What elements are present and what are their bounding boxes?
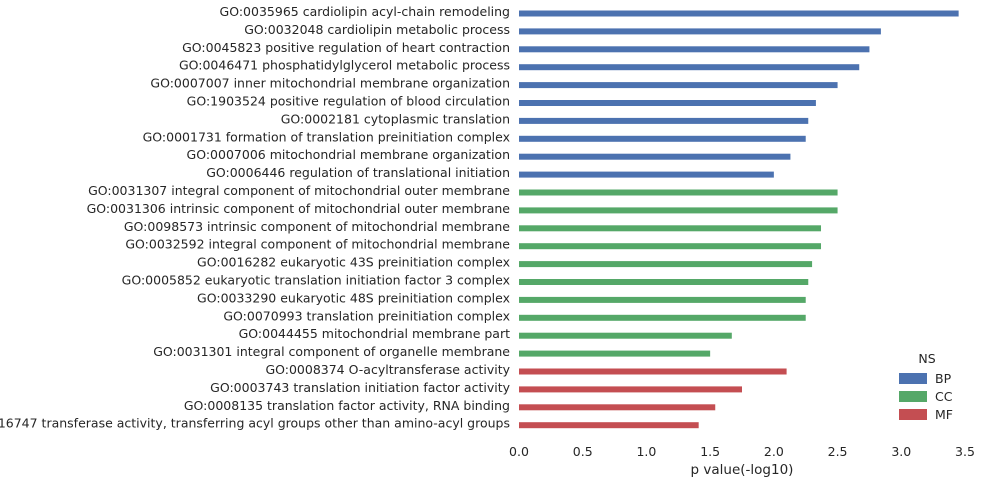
bar-10	[519, 189, 838, 196]
bar-11	[519, 207, 838, 214]
category-label: GO:0046471 phosphatidylglycerol metaboli…	[179, 58, 510, 73]
category-label: GO:0035965 cardiolipin acyl-chain remode…	[220, 4, 510, 19]
category-label: GO:0070993 translation preinitiation com…	[223, 308, 510, 323]
legend-label-bp: BP	[935, 371, 952, 386]
category-label: GO:0001731 formation of translation prei…	[143, 129, 510, 144]
bar-7	[519, 135, 806, 142]
category-label: GO:0007006 mitochondrial membrane organi…	[187, 147, 510, 162]
x-tick-label: 3.0	[891, 444, 911, 459]
bar-21	[519, 386, 742, 393]
x-tick-label: 1.0	[636, 444, 656, 459]
category-label: GO:0032048 cardiolipin metabolic process	[244, 22, 510, 37]
bar-20	[519, 368, 787, 375]
category-label: GO:0008374 O-acyltransferase activity	[265, 362, 510, 377]
category-label: GO:0033290 eukaryotic 48S preinitiation …	[197, 290, 510, 305]
x-tick-label: 2.0	[764, 444, 784, 459]
category-label: GO:0006446 regulation of translational i…	[206, 165, 510, 180]
legend-swatch-bp	[899, 373, 927, 384]
x-tick-label: 1.5	[700, 444, 720, 459]
bar-18	[519, 332, 732, 339]
bar-5	[519, 100, 816, 106]
legend: NS BP CC MF	[899, 351, 953, 422]
bar-19	[519, 350, 711, 357]
bars-group	[519, 10, 959, 429]
x-tick-labels-group: 0.0 0.5 1.0 1.5 2.0 2.5 3.0 3.5	[509, 444, 975, 459]
bar-3	[519, 64, 860, 71]
category-label: GO:1903524 positive regulation of blood …	[187, 94, 510, 109]
bar-8	[519, 153, 791, 160]
category-label: GO:0002181 cytoplasmic translation	[281, 111, 510, 126]
category-label: GO:0005852 eukaryotic translation initia…	[122, 273, 510, 288]
legend-label-cc: CC	[935, 389, 953, 404]
legend-swatch-cc	[899, 391, 927, 402]
bar-14	[519, 261, 813, 268]
category-label: GO:0044455 mitochondrial membrane part	[239, 326, 510, 341]
x-tick-label: 0.0	[509, 444, 529, 459]
x-tick-label: 0.5	[573, 444, 593, 459]
category-label: GO:0007007 inner mitochondrial membrane …	[150, 76, 510, 91]
bar-22	[519, 404, 716, 411]
category-label: GO:0016282 eukaryotic 43S preinitiation …	[197, 255, 510, 270]
bar-12	[519, 225, 822, 232]
bar-16	[519, 296, 806, 303]
category-label: GO:0003743 translation initiation factor…	[210, 380, 510, 395]
category-label: GO:0031301 integral component of organel…	[153, 344, 510, 359]
category-label: GO:0031307 integral component of mitocho…	[88, 183, 510, 198]
bar-0	[519, 10, 959, 17]
bar-23	[519, 422, 699, 429]
bar-15	[519, 279, 809, 285]
category-label: GO:0045823 positive regulation of heart …	[182, 40, 510, 55]
category-label: GO:0016747 transferase activity, transfe…	[0, 416, 510, 431]
bar-1	[519, 28, 881, 35]
legend-swatch-mf	[899, 409, 927, 420]
category-labels-group: GO:0035965 cardiolipin acyl-chain remode…	[0, 4, 511, 431]
bar-17	[519, 314, 806, 321]
legend-label-mf: MF	[935, 407, 953, 422]
legend-title: NS	[918, 351, 935, 366]
bar-13	[519, 243, 822, 250]
bar-9	[519, 171, 774, 178]
bar-4	[519, 82, 838, 89]
bar-6	[519, 117, 809, 124]
category-label: GO:0098573 intrinsic component of mitoch…	[124, 219, 510, 234]
x-tick-label: 3.5	[955, 444, 975, 459]
category-label: GO:0032592 integral component of mitocho…	[125, 237, 510, 252]
category-label: GO:0031306 intrinsic component of mitoch…	[87, 201, 511, 216]
x-tick-label: 2.5	[828, 444, 848, 459]
category-label: GO:0008135 translation factor activity, …	[184, 398, 510, 413]
bar-2	[519, 46, 870, 53]
x-axis-label: p value(-log10)	[691, 462, 794, 478]
